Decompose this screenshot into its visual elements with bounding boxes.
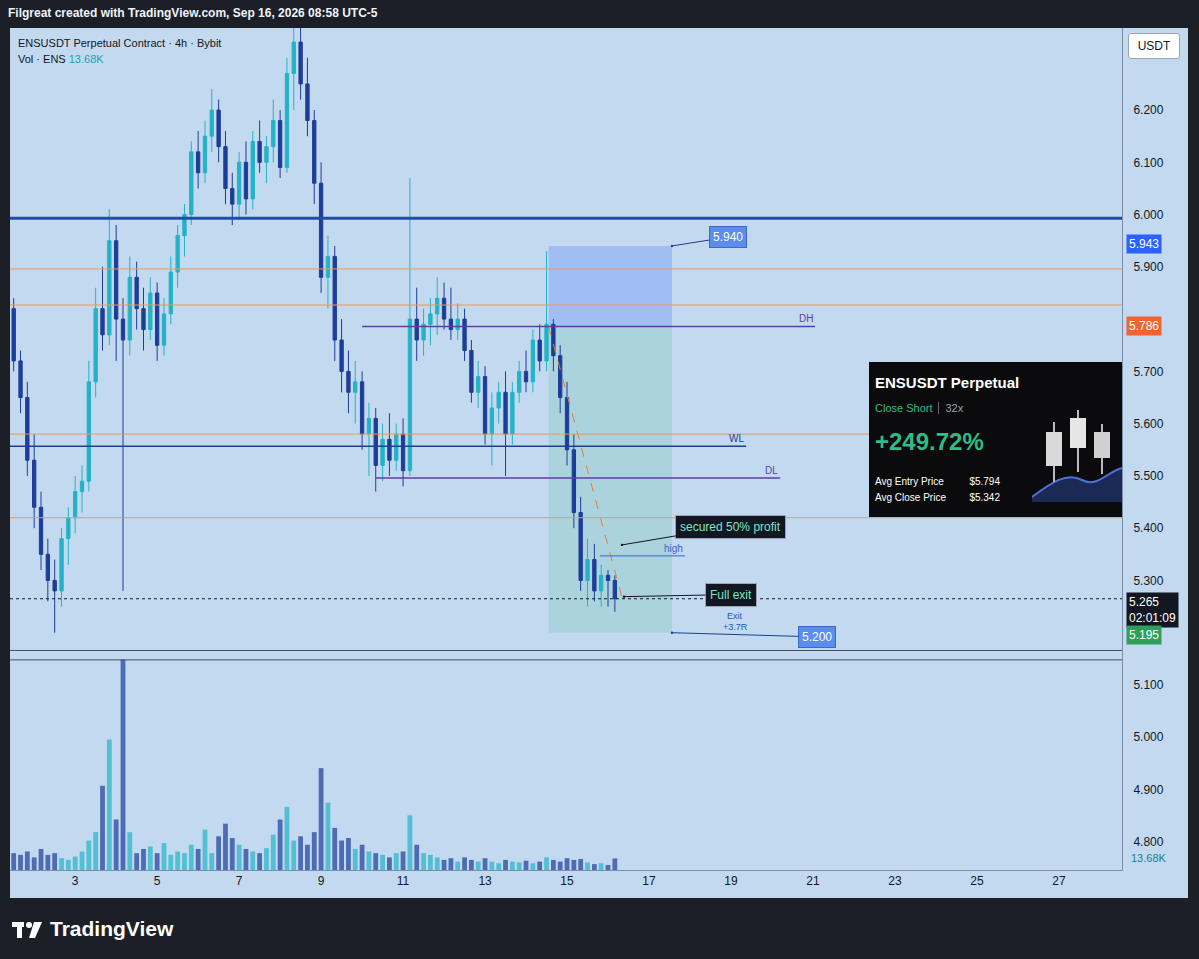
html-text:ENSUSDT Perpetual: ENSUSDT Perpetual (875, 374, 1020, 391)
svg-text:13: 13 (478, 874, 492, 888)
svg-text:5.100: 5.100 (1133, 678, 1163, 692)
svg-text:3: 3 (72, 874, 79, 888)
svg-text:25: 25 (970, 874, 984, 888)
html-text:Vol · ENS 13.68K: Vol · ENS 13.68K (18, 53, 104, 65)
svg-text:19: 19 (724, 874, 738, 888)
svg-text:5.000: 5.000 (1133, 730, 1163, 744)
html-text:ENSUSDT Perpetual Contract · 4: ENSUSDT Perpetual Contract · 4h · Bybit (18, 37, 222, 49)
svg-text:Full exit: Full exit (710, 588, 752, 602)
svg-text:21: 21 (806, 874, 820, 888)
svg-text:6.200: 6.200 (1133, 103, 1163, 117)
svg-text:27: 27 (1052, 874, 1066, 888)
html-text:Filgreat created with TradingV: Filgreat created with TradingView.com, S… (8, 6, 378, 20)
svg-text:6.000: 6.000 (1133, 208, 1163, 222)
svg-text:5.300: 5.300 (1133, 574, 1163, 588)
svg-text:5.500: 5.500 (1133, 469, 1163, 483)
svg-text:5.700: 5.700 (1133, 365, 1163, 379)
svg-text:5.400: 5.400 (1133, 521, 1163, 535)
svg-text:WL: WL (729, 433, 744, 444)
svg-text:5.200: 5.200 (802, 630, 832, 644)
html-text:32x: 32x (945, 402, 964, 414)
html-text:$5.342: $5.342 (969, 492, 1000, 503)
html-text:$5.794: $5.794 (969, 476, 1000, 487)
svg-text:4.800: 4.800 (1133, 835, 1163, 849)
svg-text:17: 17 (642, 874, 656, 888)
svg-text:5: 5 (154, 874, 161, 888)
svg-text:Exit: Exit (727, 611, 743, 621)
svg-text:DH: DH (799, 313, 813, 324)
svg-text:5.943: 5.943 (1129, 237, 1159, 251)
html-text:+249.72%: +249.72% (875, 428, 984, 455)
svg-text:5.940: 5.940 (713, 230, 743, 244)
svg-text:secured 50% profit: secured 50% profit (680, 520, 781, 534)
svg-text:5.786: 5.786 (1129, 319, 1159, 333)
svg-text:5.600: 5.600 (1133, 417, 1163, 431)
svg-text:5.195: 5.195 (1129, 628, 1159, 642)
svg-text:5.26502:01:09: 5.26502:01:09 (1129, 595, 1176, 625)
svg-text:6.100: 6.100 (1133, 156, 1163, 170)
svg-text:23: 23 (888, 874, 902, 888)
html-text:Close Short: Close Short (875, 402, 933, 414)
html-text:Avg Entry Price: Avg Entry Price (875, 476, 944, 487)
svg-text:DL: DL (765, 465, 778, 476)
html-text:USDT: USDT (1137, 39, 1171, 53)
html-text:Avg Close Price: Avg Close Price (875, 492, 946, 503)
svg-text:7: 7 (236, 874, 243, 888)
svg-text:5.900: 5.900 (1133, 260, 1163, 274)
svg-text:+3.7R: +3.7R (723, 622, 748, 632)
svg-text:high: high (664, 543, 683, 554)
html-text:TradingView: TradingView (50, 917, 174, 940)
svg-text:15: 15 (560, 874, 574, 888)
svg-text:11: 11 (397, 874, 410, 888)
svg-text:9: 9 (318, 874, 325, 888)
svg-text:4.900: 4.900 (1133, 783, 1163, 797)
svg-text:13.68K: 13.68K (1131, 852, 1167, 864)
